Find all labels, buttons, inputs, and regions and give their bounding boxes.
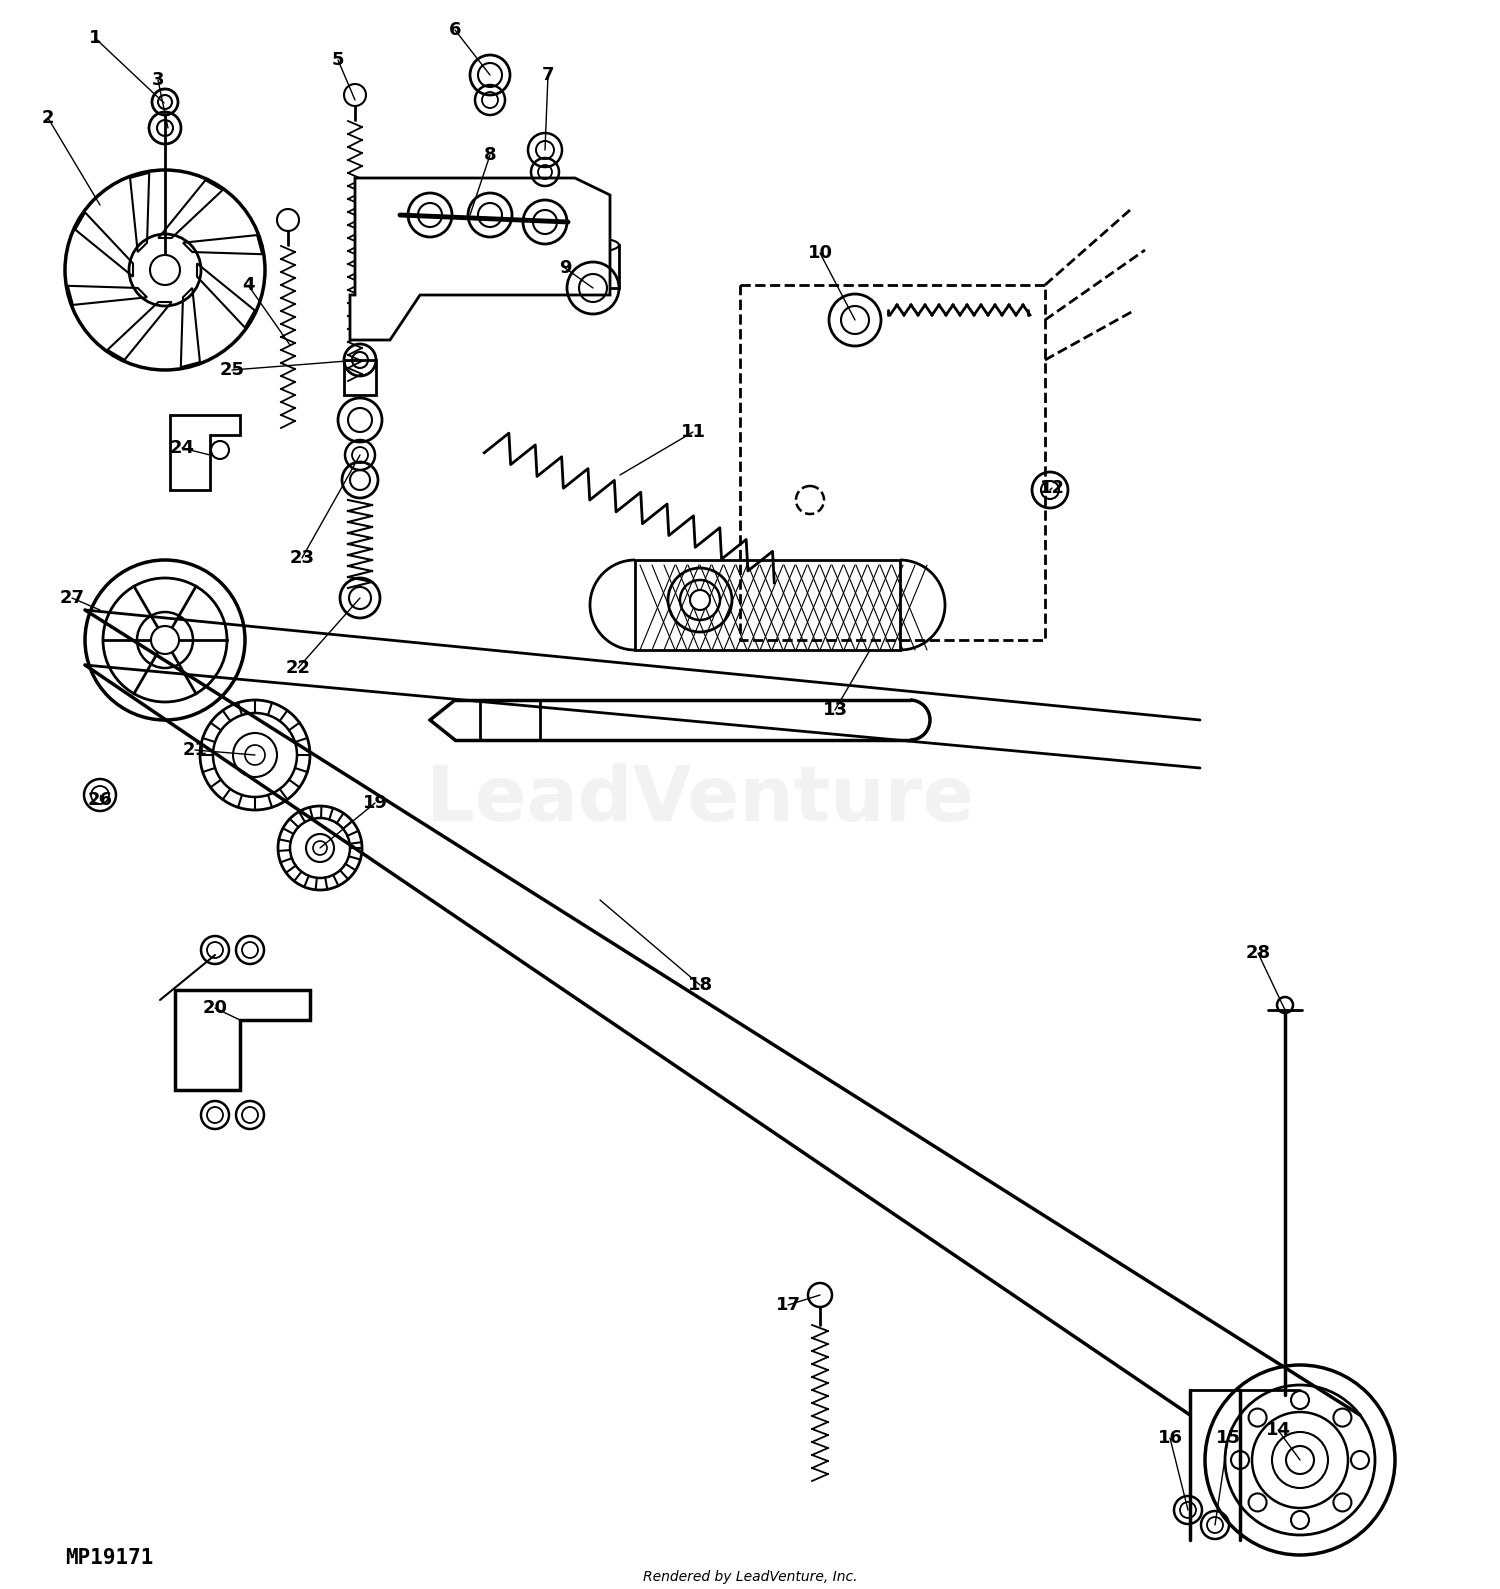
Polygon shape [68, 286, 147, 305]
Text: 15: 15 [1215, 1429, 1240, 1448]
Text: 17: 17 [776, 1297, 801, 1314]
Text: 13: 13 [822, 701, 848, 718]
Text: 5: 5 [332, 51, 344, 68]
Ellipse shape [524, 199, 567, 210]
Text: LeadVenture: LeadVenture [426, 763, 974, 837]
Text: 20: 20 [202, 999, 228, 1017]
Text: 23: 23 [290, 550, 315, 567]
Text: 22: 22 [285, 659, 310, 677]
Text: 26: 26 [87, 791, 112, 809]
Polygon shape [182, 288, 200, 367]
Polygon shape [159, 180, 222, 238]
Text: 4: 4 [242, 276, 254, 294]
Text: 9: 9 [558, 259, 572, 276]
Text: 3: 3 [152, 72, 165, 89]
Ellipse shape [468, 191, 512, 203]
Text: Rendered by LeadVenture, Inc.: Rendered by LeadVenture, Inc. [642, 1570, 858, 1584]
Polygon shape [170, 415, 240, 489]
Circle shape [150, 254, 180, 284]
Text: 6: 6 [448, 21, 462, 40]
Polygon shape [196, 264, 255, 327]
Text: 14: 14 [1266, 1421, 1290, 1440]
Polygon shape [183, 235, 262, 254]
Text: MP19171: MP19171 [64, 1548, 153, 1568]
Polygon shape [130, 173, 148, 253]
Polygon shape [108, 302, 171, 359]
Text: 8: 8 [483, 146, 496, 164]
Polygon shape [75, 213, 134, 276]
Circle shape [244, 745, 266, 764]
Circle shape [690, 590, 709, 610]
Text: 19: 19 [363, 794, 387, 812]
Circle shape [152, 626, 178, 655]
Text: 2: 2 [42, 110, 54, 127]
Text: 10: 10 [807, 245, 832, 262]
Text: 28: 28 [1245, 944, 1270, 961]
Polygon shape [350, 178, 610, 340]
Text: 21: 21 [183, 740, 207, 760]
Polygon shape [176, 990, 310, 1090]
Text: 27: 27 [60, 590, 84, 607]
Text: 7: 7 [542, 67, 555, 84]
Bar [740, 284, 1046, 640]
Circle shape [1286, 1446, 1314, 1475]
Text: 24: 24 [170, 439, 195, 458]
Text: 11: 11 [681, 423, 705, 442]
Bar [567, 245, 620, 288]
Text: 16: 16 [1158, 1429, 1182, 1448]
Bar [344, 361, 376, 396]
Text: 25: 25 [219, 361, 245, 380]
Circle shape [314, 841, 327, 855]
Text: 12: 12 [1040, 478, 1065, 497]
Bar [634, 559, 900, 650]
Text: 1: 1 [88, 29, 102, 48]
Text: 18: 18 [687, 976, 712, 995]
Ellipse shape [567, 238, 620, 253]
Ellipse shape [408, 191, 452, 203]
